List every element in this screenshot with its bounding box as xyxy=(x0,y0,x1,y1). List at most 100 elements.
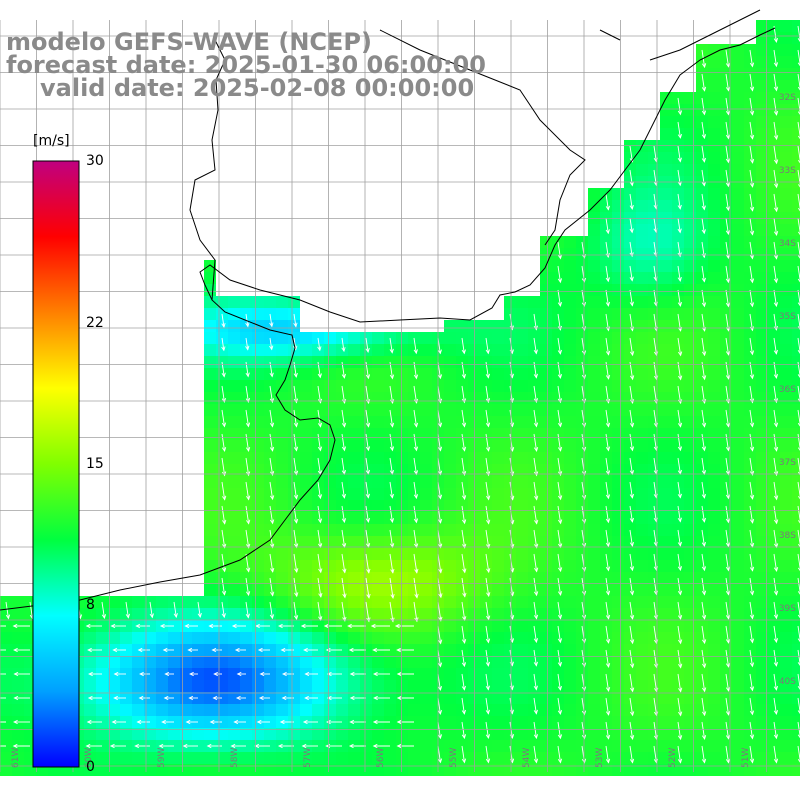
wind-cell xyxy=(480,392,492,404)
wind-cell xyxy=(468,332,480,344)
wind-arrow xyxy=(413,505,419,524)
wind-cell xyxy=(12,752,24,764)
wind-cell xyxy=(696,296,708,308)
wind-cell xyxy=(96,752,108,764)
wind-arrow xyxy=(269,457,275,477)
wind-arrow xyxy=(677,265,682,282)
wind-cell xyxy=(636,524,648,536)
wind-cell xyxy=(420,704,432,716)
wind-cell xyxy=(576,272,588,284)
wind-cell xyxy=(636,416,648,428)
wind-cell xyxy=(480,608,492,620)
wind-arrow xyxy=(725,625,731,644)
wind-cell xyxy=(168,704,180,716)
colorbar-unit: [m/s] xyxy=(33,133,70,149)
wind-arrow xyxy=(557,385,563,404)
wind-arrow xyxy=(293,481,299,500)
wind-cell xyxy=(708,152,720,164)
wind-cell xyxy=(276,416,288,428)
wind-cell xyxy=(468,548,480,560)
wind-cell xyxy=(216,392,228,404)
wind-cell xyxy=(336,416,348,428)
wind-cell xyxy=(492,764,504,776)
wind-cell xyxy=(780,692,792,704)
wind-cell xyxy=(564,668,576,680)
wind-cell xyxy=(612,584,624,596)
wind-cell xyxy=(588,656,600,668)
wind-arrow xyxy=(773,169,779,189)
wind-arrow xyxy=(277,743,294,749)
wind-cell xyxy=(336,608,348,620)
wind-arrow xyxy=(461,409,467,428)
wind-cell xyxy=(408,704,420,716)
wind-cell xyxy=(276,440,288,452)
wind-cell xyxy=(468,644,480,656)
wind-cell xyxy=(444,488,456,500)
wind-cell xyxy=(312,728,324,740)
wind-cell xyxy=(756,428,768,440)
wind-cell xyxy=(312,680,324,692)
wind-cell xyxy=(204,656,216,668)
wind-cell xyxy=(564,296,576,308)
wind-cell xyxy=(396,488,408,500)
wind-cell xyxy=(444,440,456,452)
wind-cell xyxy=(528,320,540,332)
wind-cell xyxy=(240,752,252,764)
wind-cell xyxy=(744,680,756,692)
wind-arrow xyxy=(605,265,610,283)
wind-arrow xyxy=(749,169,755,188)
wind-cell xyxy=(252,440,264,452)
wind-cell xyxy=(684,332,696,344)
wind-cell xyxy=(588,248,600,260)
wind-cell xyxy=(660,452,672,464)
wind-cell xyxy=(732,68,744,80)
wind-arrow xyxy=(677,217,682,234)
wind-cell xyxy=(492,464,504,476)
wind-cell xyxy=(660,224,672,236)
wind-cell xyxy=(660,560,672,572)
wind-cell xyxy=(516,596,528,608)
wind-arrow xyxy=(162,647,174,653)
wind-arrow xyxy=(629,601,635,620)
wind-arrow xyxy=(629,673,635,693)
wind-cell xyxy=(216,320,228,332)
wind-cell xyxy=(780,140,792,152)
wind-cell xyxy=(132,680,144,692)
wind-cell xyxy=(168,728,180,740)
wind-cell xyxy=(660,620,672,632)
wind-cell xyxy=(468,632,480,644)
wind-cell xyxy=(612,284,624,296)
wind-cell xyxy=(516,764,528,776)
wind-cell xyxy=(192,764,204,776)
wind-cell xyxy=(492,752,504,764)
wind-cell xyxy=(348,464,360,476)
wind-cell xyxy=(768,488,780,500)
wind-cell xyxy=(12,680,24,692)
wind-cell xyxy=(540,596,552,608)
wind-cell xyxy=(684,728,696,740)
wind-cell xyxy=(708,596,720,608)
wind-cell xyxy=(672,128,684,140)
wind-cell xyxy=(300,392,312,404)
wind-cell xyxy=(468,692,480,704)
wind-cell xyxy=(576,632,588,644)
wind-cell xyxy=(744,296,756,308)
wind-arrow xyxy=(797,97,800,115)
wind-cell xyxy=(516,548,528,560)
wind-arrow xyxy=(293,505,299,524)
wind-cell xyxy=(732,704,744,716)
wind-cell xyxy=(624,632,636,644)
wind-cell xyxy=(588,548,600,560)
wind-cell xyxy=(444,764,456,776)
wind-arrow xyxy=(396,719,414,725)
wind-cell xyxy=(228,500,240,512)
wind-cell xyxy=(252,656,264,668)
wind-cell xyxy=(468,524,480,536)
wind-arrow xyxy=(533,313,538,331)
wind-cell xyxy=(384,764,396,776)
wind-cell xyxy=(348,548,360,560)
wind-cell xyxy=(252,572,264,584)
wind-cell xyxy=(372,548,384,560)
wind-arrow xyxy=(159,623,174,629)
wind-cell xyxy=(192,680,204,692)
